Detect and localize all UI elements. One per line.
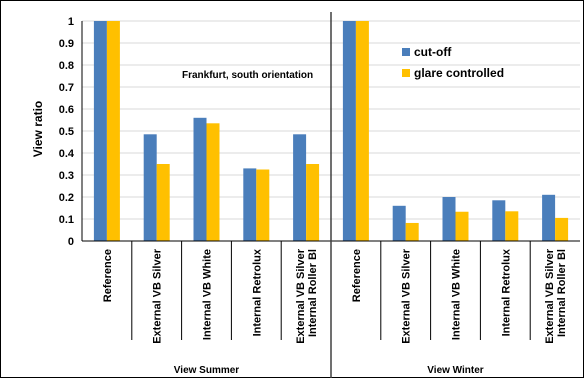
bar-cut-off — [293, 134, 307, 241]
y-tick-label: 0.4 — [59, 148, 75, 160]
bar-cut-off — [243, 168, 257, 241]
x-tick-label: Reference — [102, 249, 114, 302]
bar-cut-off — [193, 117, 207, 241]
legend: cut-off glare controlled — [402, 45, 504, 80]
y-tick-label: 0.2 — [59, 192, 74, 204]
bar-cut-off — [93, 21, 107, 241]
group-label: View Summer — [174, 365, 240, 376]
bar-cut-off — [442, 197, 456, 241]
bar-glare-controlled — [156, 164, 170, 241]
x-tick-label: Internal VB White — [451, 249, 463, 340]
chart-annotation: Frankfurt, south orientation — [182, 70, 313, 81]
bar-cut-off — [542, 194, 556, 241]
x-tick-label: Internal Roller Bl — [307, 249, 319, 337]
group-label: View Winter — [427, 365, 484, 376]
x-tick-label: Internal Roller Bl — [556, 249, 568, 337]
bar-cut-off — [143, 134, 157, 241]
legend-swatch-cut-off — [402, 48, 410, 56]
y-tick-label: 0.7 — [59, 82, 74, 94]
x-tick-label: External VB Silver — [295, 248, 307, 343]
bars — [93, 21, 569, 241]
y-tick-label: 0.8 — [59, 60, 74, 72]
y-axis-title: View ratio — [31, 101, 45, 157]
bar-cut-off — [342, 21, 356, 241]
bar-glare-controlled — [256, 169, 270, 241]
y-tick-label: 0.5 — [59, 126, 74, 138]
x-tick-label: Internal Retrolux — [500, 248, 512, 336]
bar-cut-off — [392, 205, 406, 241]
y-tick-label: 0.6 — [59, 104, 74, 116]
x-tick-label: Reference — [351, 249, 363, 302]
y-tick-label: 1 — [68, 16, 74, 28]
y-tick-label: 0.1 — [59, 214, 74, 226]
legend-label-glare-controlled: glare controlled — [414, 66, 504, 80]
bar-glare-controlled — [355, 21, 369, 241]
axes — [81, 12, 580, 378]
bar-glare-controlled — [505, 211, 519, 241]
bar-glare-controlled — [555, 217, 569, 241]
bar-glare-controlled — [106, 21, 120, 241]
bar-cut-off — [492, 200, 506, 241]
bar-glare-controlled — [405, 222, 419, 241]
bar-glare-controlled — [455, 211, 469, 241]
bar-glare-controlled — [206, 123, 220, 241]
x-tick-label: Internal Retrolux — [251, 248, 263, 336]
labels: 0 0.1 0.2 0.3 0.4 0.5 0.6 0.7 0.8 0.9 1 Reference Ex… — [59, 16, 568, 376]
x-tick-label: External VB Silver — [401, 248, 413, 343]
legend-label-cut-off: cut-off — [414, 45, 452, 59]
x-tick-label: External VB Silver — [152, 248, 164, 343]
x-tick-label: External VB Silver — [544, 248, 556, 343]
y-tick-label: 0.3 — [59, 170, 74, 182]
y-tick-label: 0 — [68, 236, 74, 248]
x-tick-label: Internal VB White — [202, 249, 214, 340]
legend-swatch-glare-controlled — [402, 69, 410, 77]
y-tick-label: 0.9 — [59, 38, 74, 50]
bar-glare-controlled — [306, 164, 320, 241]
